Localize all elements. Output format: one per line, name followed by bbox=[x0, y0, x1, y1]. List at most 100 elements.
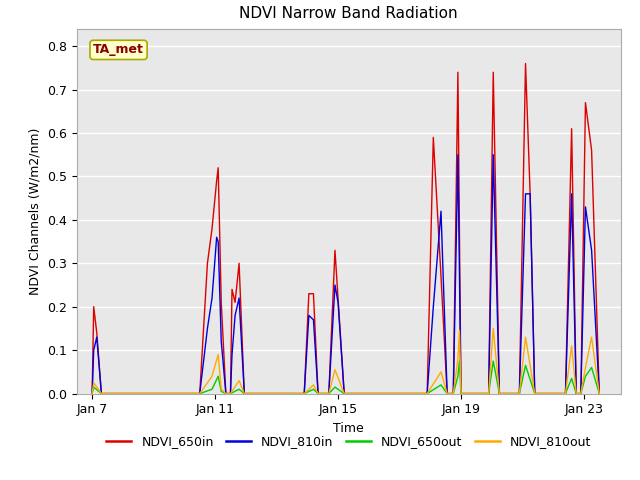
NDVI_810out bbox=[227, 391, 234, 396]
NDVI_650in bbox=[228, 287, 236, 292]
NDVI_810in bbox=[437, 208, 445, 214]
NDVI_810out bbox=[331, 367, 339, 372]
NDVI_810out bbox=[444, 391, 451, 396]
NDVI_650out bbox=[522, 362, 529, 368]
NDVI_810out bbox=[314, 391, 322, 396]
NDVI_650out bbox=[340, 391, 348, 396]
NDVI_810in bbox=[526, 191, 534, 197]
NDVI_810in bbox=[305, 312, 313, 318]
NDVI_650in bbox=[213, 178, 221, 184]
NDVI_810out bbox=[457, 391, 465, 396]
NDVI_810out bbox=[340, 391, 348, 396]
NDVI_650in bbox=[90, 304, 97, 310]
NDVI_650out bbox=[582, 373, 589, 379]
NDVI_810in bbox=[516, 391, 524, 396]
NDVI_810in bbox=[485, 391, 493, 396]
NDVI_810in bbox=[449, 391, 457, 396]
NDVI_650in bbox=[214, 165, 222, 171]
NDVI_810in bbox=[334, 300, 342, 305]
NDVI_810in bbox=[231, 312, 239, 318]
NDVI_810out bbox=[196, 391, 204, 396]
NDVI_650out bbox=[454, 373, 461, 379]
NDVI_650out bbox=[214, 373, 222, 379]
X-axis label: Time: Time bbox=[333, 422, 364, 435]
NDVI_810out bbox=[572, 391, 580, 396]
NDVI_810out bbox=[241, 391, 248, 396]
NDVI_810in bbox=[444, 391, 451, 396]
NDVI_810in bbox=[236, 295, 243, 301]
NDVI_810in bbox=[490, 152, 497, 157]
NDVI_810in bbox=[423, 391, 431, 396]
NDVI_650out bbox=[325, 391, 333, 396]
NDVI_650in bbox=[490, 69, 497, 75]
NDVI_810out bbox=[531, 391, 539, 396]
NDVI_650out bbox=[531, 391, 539, 396]
NDVI_650out bbox=[444, 391, 451, 396]
NDVI_650out bbox=[196, 391, 204, 396]
NDVI_650out bbox=[331, 384, 339, 390]
NDVI_810in bbox=[454, 152, 461, 157]
NDVI_650out bbox=[314, 391, 322, 396]
NDVI_650out bbox=[88, 391, 96, 396]
NDVI_650out bbox=[456, 358, 463, 364]
NDVI_650in bbox=[241, 391, 248, 396]
NDVI_650out bbox=[97, 391, 105, 396]
Line: NDVI_650in: NDVI_650in bbox=[92, 63, 599, 394]
Y-axis label: NDVI Channels (W/m2/nm): NDVI Channels (W/m2/nm) bbox=[29, 128, 42, 295]
NDVI_650out bbox=[588, 365, 595, 371]
NDVI_650in bbox=[568, 126, 575, 132]
NDVI_650in bbox=[334, 295, 342, 301]
NDVI_650in bbox=[562, 391, 570, 396]
NDVI_650in bbox=[314, 391, 322, 396]
NDVI_650in bbox=[444, 391, 451, 396]
NDVI_650out bbox=[208, 386, 216, 392]
NDVI_810out bbox=[449, 391, 457, 396]
NDVI_650in bbox=[522, 60, 529, 66]
NDVI_810in bbox=[429, 304, 437, 310]
Line: NDVI_650out: NDVI_650out bbox=[92, 361, 599, 394]
NDVI_650out bbox=[490, 358, 497, 364]
NDVI_810out bbox=[577, 391, 585, 396]
NDVI_810in bbox=[588, 247, 595, 253]
NDVI_650out bbox=[300, 391, 308, 396]
NDVI_650in bbox=[572, 391, 580, 396]
NDVI_650in bbox=[208, 226, 216, 231]
NDVI_810in bbox=[214, 239, 222, 244]
NDVI_810in bbox=[562, 391, 570, 396]
NDVI_650in bbox=[88, 391, 96, 396]
NDVI_810in bbox=[227, 391, 234, 396]
NDVI_650in bbox=[485, 391, 493, 396]
NDVI_650out bbox=[457, 391, 465, 396]
NDVI_650out bbox=[218, 388, 225, 394]
NDVI_650out bbox=[236, 386, 243, 392]
NDVI_650out bbox=[572, 391, 580, 396]
NDVI_810out bbox=[218, 386, 225, 392]
NDVI_650in bbox=[526, 191, 534, 197]
NDVI_650in bbox=[582, 100, 589, 106]
NDVI_810out bbox=[522, 334, 529, 340]
Line: NDVI_810out: NDVI_810out bbox=[92, 328, 599, 394]
NDVI_650in bbox=[236, 261, 243, 266]
NDVI_650in bbox=[300, 391, 308, 396]
NDVI_650in bbox=[595, 391, 603, 396]
NDVI_650in bbox=[457, 391, 465, 396]
NDVI_810in bbox=[577, 391, 585, 396]
NDVI_650in bbox=[495, 391, 503, 396]
NDVI_650out bbox=[449, 391, 457, 396]
NDVI_810out bbox=[236, 378, 243, 384]
NDVI_810in bbox=[340, 391, 348, 396]
NDVI_650in bbox=[325, 391, 333, 396]
NDVI_810out bbox=[300, 391, 308, 396]
NDVI_650out bbox=[227, 391, 234, 396]
NDVI_650out bbox=[516, 391, 524, 396]
NDVI_650in bbox=[454, 69, 461, 75]
NDVI_810out bbox=[423, 391, 431, 396]
NDVI_810in bbox=[93, 334, 100, 340]
NDVI_810out bbox=[490, 325, 497, 331]
NDVI_810out bbox=[582, 365, 589, 371]
NDVI_650in bbox=[437, 274, 445, 279]
NDVI_650out bbox=[577, 391, 585, 396]
NDVI_650in bbox=[331, 247, 339, 253]
NDVI_810out bbox=[310, 382, 317, 388]
NDVI_650in bbox=[231, 300, 239, 305]
